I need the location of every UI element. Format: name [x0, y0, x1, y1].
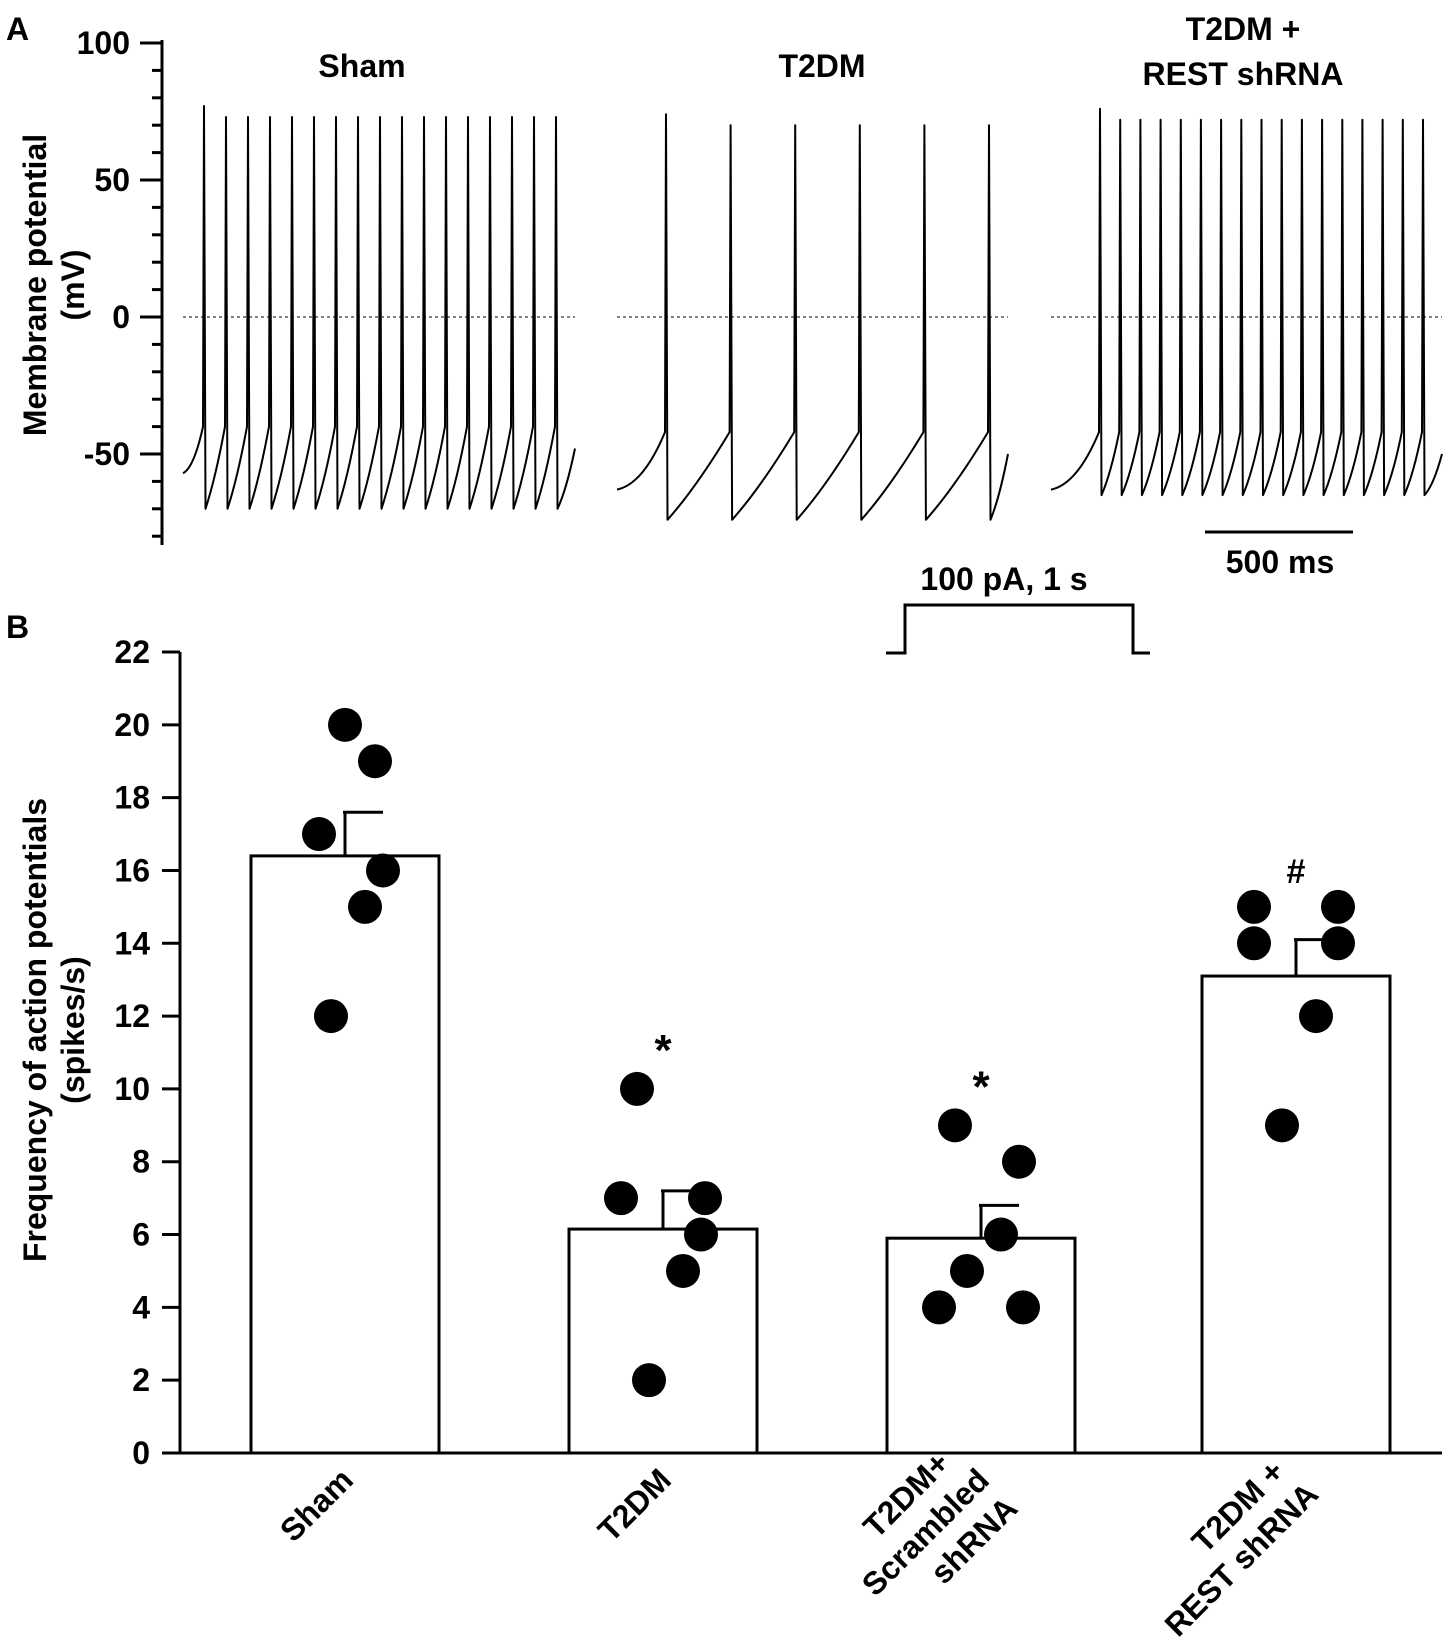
- chart-y-tick-label: 16: [114, 852, 150, 888]
- significance-marker: #: [1287, 853, 1306, 891]
- panel-b: B Frequency of action potentials (spikes…: [6, 609, 1442, 1643]
- chart-y-tick-label: 10: [114, 1071, 150, 1107]
- time-scale-label: 500 ms: [1226, 544, 1335, 580]
- x-category-label: T2DM +REST shRNA: [1158, 1453, 1326, 1643]
- data-point: [1321, 926, 1355, 961]
- trace-t2dm-rest-shrna: [1050, 107, 1443, 497]
- trace-title-t2dm: T2DM: [778, 48, 865, 84]
- data-point: [1002, 1144, 1036, 1179]
- chart-y-tick-label: 18: [114, 780, 150, 816]
- x-category-label-line: Sham: [273, 1461, 360, 1548]
- data-point: [1321, 889, 1355, 924]
- chart-y-tick-label: 20: [114, 707, 150, 743]
- data-point: [1237, 889, 1271, 924]
- stimulus-step: [886, 603, 1150, 655]
- significance-marker: *: [972, 1062, 990, 1111]
- panel-a-tick-label: 100: [77, 25, 130, 61]
- data-point: [328, 707, 362, 742]
- trace-title-rest-line1: T2DM +: [1186, 11, 1301, 47]
- data-point: [314, 999, 348, 1034]
- chart-bars: [249, 854, 1392, 1455]
- trace-title-rest-line2: REST shRNA: [1143, 56, 1344, 92]
- panel-a: A Membrane potential (mV) 100 50 0 -50 Sham…: [6, 11, 1443, 655]
- trace-t2dm: [616, 113, 1009, 521]
- data-point: [620, 1071, 654, 1106]
- data-point: [938, 1108, 972, 1143]
- chart-y-axis-title-line1: Frequency of action potentials: [17, 798, 53, 1262]
- chart-y-ticks: 0 2 4 6 8 10 12 14 16 18 20 22: [114, 634, 180, 1471]
- data-point: [1265, 1108, 1299, 1143]
- panel-b-label: B: [6, 609, 29, 645]
- chart-error-bars: [343, 810, 1334, 1239]
- panel-a-label: A: [6, 11, 29, 47]
- panel-a-y-ticks: 100 50 0 -50: [77, 25, 162, 538]
- significance-marker: *: [654, 1026, 672, 1075]
- trace-sham: [182, 105, 576, 510]
- chart-annotations: * * #: [654, 853, 1305, 1111]
- panel-a-y-axis-title-line1: Membrane potential: [17, 134, 53, 436]
- chart-y-tick-label: 8: [132, 1144, 150, 1180]
- data-point: [950, 1253, 984, 1288]
- data-point: [922, 1290, 956, 1325]
- x-category-label-line: T2DM: [591, 1461, 678, 1548]
- stimulus-label: 100 pA, 1 s: [920, 561, 1087, 597]
- chart-points: [302, 707, 1355, 1398]
- data-point: [688, 1181, 722, 1216]
- data-point: [348, 889, 382, 924]
- chart-y-tick-label: 0: [132, 1435, 150, 1471]
- data-point: [358, 744, 392, 779]
- panel-a-tick-label: -50: [84, 436, 130, 472]
- data-point: [666, 1253, 700, 1288]
- data-point: [684, 1217, 718, 1252]
- trace-title-sham: Sham: [318, 48, 405, 84]
- x-category-label: T2DM: [591, 1461, 678, 1548]
- data-point: [366, 853, 400, 888]
- panel-a-y-axis-title-line2: (mV): [55, 249, 91, 320]
- data-point: [984, 1217, 1018, 1252]
- panel-a-tick-label: 0: [112, 299, 130, 335]
- bar-3: [1200, 974, 1392, 1455]
- data-point: [632, 1363, 666, 1398]
- chart-y-tick-label: 14: [114, 925, 150, 961]
- panel-a-tick-label: 50: [94, 162, 130, 198]
- chart-y-axis-title-line2: (spikes/s): [55, 956, 91, 1104]
- bar-0: [249, 854, 441, 1455]
- chart-y-tick-label: 4: [132, 1289, 150, 1325]
- x-category-label: Sham: [273, 1461, 360, 1548]
- data-point: [604, 1181, 638, 1216]
- data-point: [1006, 1290, 1040, 1325]
- chart-y-tick-label: 12: [114, 998, 150, 1034]
- chart-y-tick-label: 22: [114, 634, 150, 670]
- chart-y-tick-label: 6: [132, 1217, 150, 1253]
- data-point: [1299, 999, 1333, 1034]
- data-point: [1237, 926, 1271, 961]
- chart-y-tick-label: 2: [132, 1362, 150, 1398]
- data-point: [302, 817, 336, 852]
- bar-1: [567, 1227, 759, 1455]
